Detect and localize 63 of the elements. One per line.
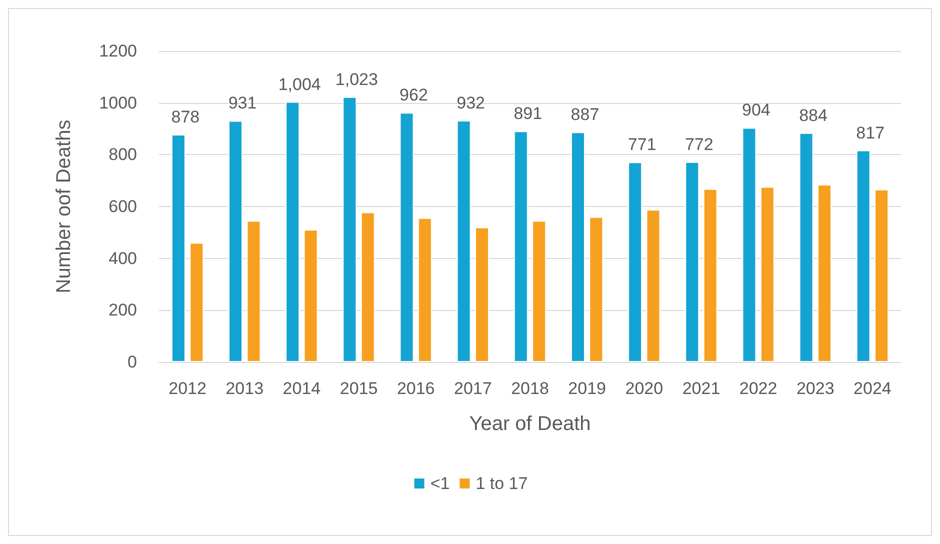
- bar: [246, 220, 261, 362]
- bar: [304, 230, 318, 362]
- bar: [817, 184, 832, 362]
- data-label: 1,004: [278, 74, 321, 94]
- bar: [475, 227, 490, 362]
- data-label: 878: [171, 107, 200, 126]
- y-tick-label: 600: [108, 197, 137, 216]
- data-label: 817: [856, 123, 885, 142]
- x-tick-label: 2019: [568, 379, 606, 398]
- x-tick-label: 2016: [396, 379, 435, 398]
- x-tick-label: 2024: [854, 379, 892, 398]
- bar: [646, 210, 660, 362]
- bar: [342, 96, 357, 362]
- legend-label: 1 to 17: [476, 474, 528, 493]
- data-label: 1,023: [335, 70, 378, 89]
- x-tick-label: 2014: [282, 379, 321, 398]
- bar: [190, 242, 204, 362]
- data-label: 772: [684, 134, 714, 154]
- bar: [628, 162, 642, 362]
- bar: [418, 218, 432, 362]
- x-tick-label: 2015: [340, 379, 378, 398]
- data-label: 904: [742, 100, 770, 120]
- x-tick-label: 2023: [796, 379, 834, 398]
- bar: [570, 132, 585, 362]
- bar: [514, 131, 528, 362]
- bar: [874, 189, 889, 362]
- data-label: 931: [228, 94, 257, 113]
- x-tick-label: 2012: [168, 379, 206, 398]
- bar: [456, 120, 471, 362]
- y-tick-label: 400: [108, 248, 137, 268]
- y-tick-label: 800: [108, 145, 137, 164]
- y-axis-title: Number oof Deaths: [53, 120, 75, 294]
- x-tick-label: 2020: [625, 379, 664, 398]
- x-axis-title: Year of Death: [469, 413, 591, 435]
- data-label: 887: [570, 105, 600, 124]
- bar: [856, 150, 870, 362]
- bar: [286, 102, 300, 362]
- y-tick-label: 200: [108, 300, 137, 320]
- x-tick-label: 2017: [454, 379, 492, 398]
- y-tick-label: 1200: [99, 42, 137, 60]
- y-tick-label: 1000: [99, 93, 137, 112]
- bar: [742, 128, 756, 362]
- data-label: 891: [514, 104, 542, 124]
- data-label: 771: [628, 135, 656, 154]
- x-tick-label: 2021: [682, 379, 720, 398]
- bar: [360, 212, 375, 362]
- data-label: 962: [400, 86, 428, 105]
- bar: [171, 134, 186, 362]
- data-label: 884: [799, 106, 828, 125]
- x-tick-label: 2018: [511, 379, 549, 398]
- bar: [703, 188, 718, 362]
- legend-label: <1: [430, 474, 450, 493]
- y-tick-label: 0: [128, 352, 137, 372]
- bar: [589, 216, 604, 362]
- bar: [685, 162, 700, 362]
- bar: [228, 120, 243, 362]
- x-tick-label: 2022: [739, 379, 778, 398]
- x-tick-label: 2013: [226, 379, 264, 398]
- bar: [799, 132, 814, 362]
- data-label: 932: [456, 93, 486, 112]
- bar: [532, 220, 546, 362]
- bar: [760, 186, 774, 362]
- bar: [400, 112, 414, 362]
